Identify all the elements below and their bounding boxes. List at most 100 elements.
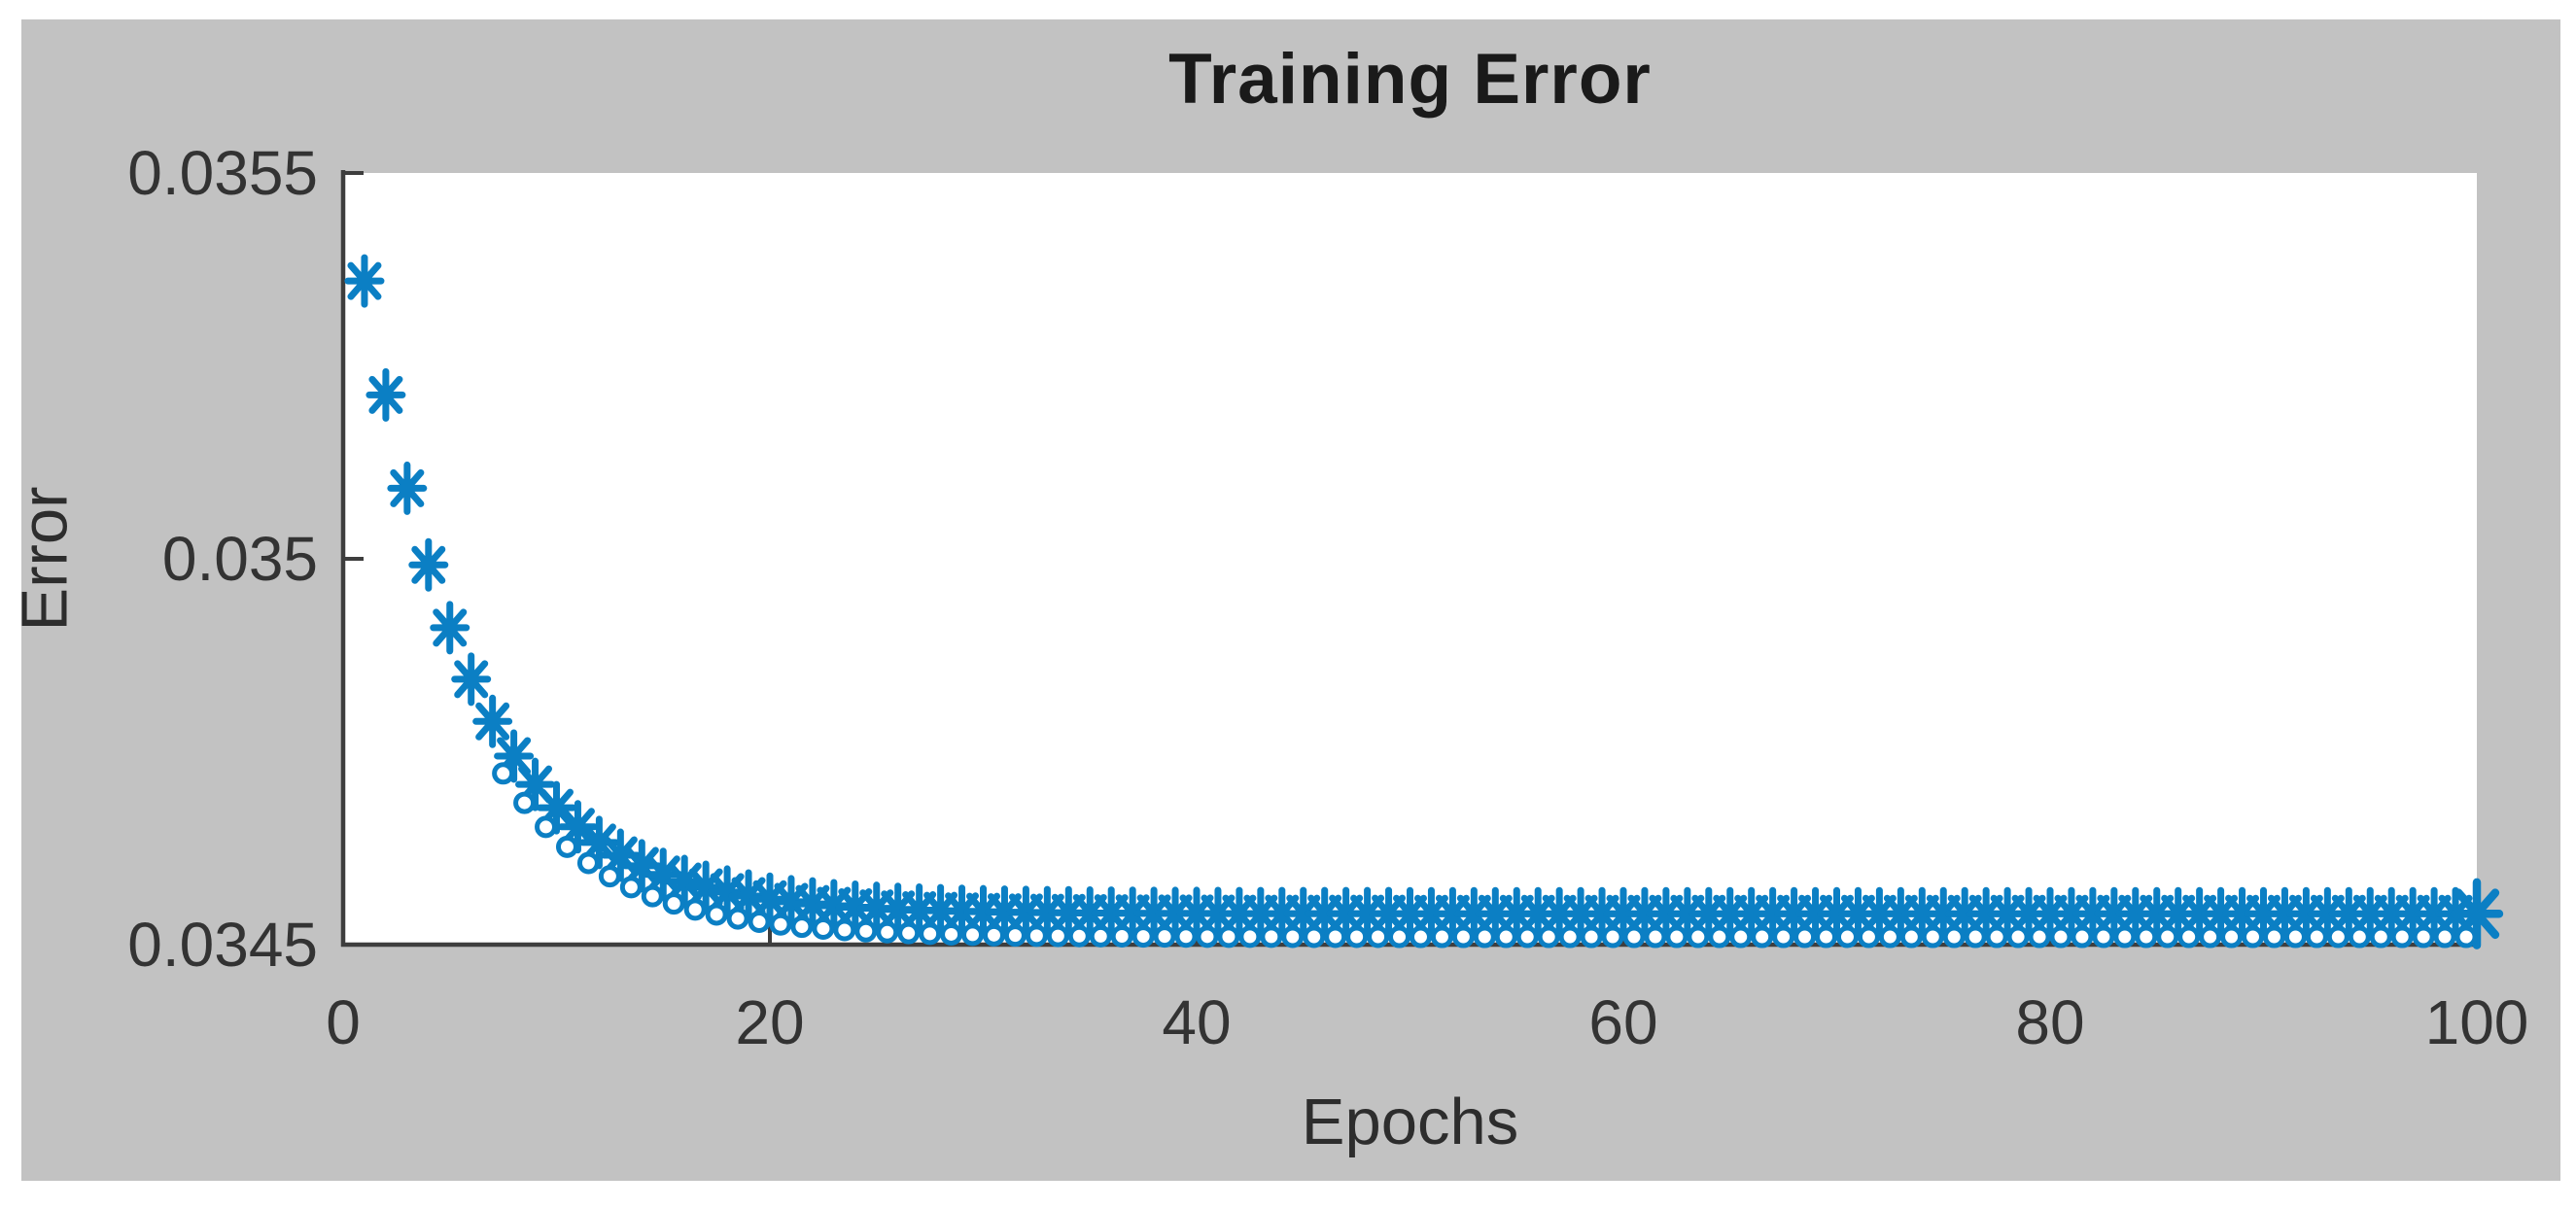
data-point-circle [961,923,985,947]
data-point-circle [662,892,685,915]
data-point-asterisk [1027,885,1067,940]
data-point-circle [1942,925,1966,949]
data-point-asterisk [2008,886,2049,941]
data-point-circle [1281,925,1305,949]
data-point-circle [2369,925,2392,949]
data-point-circle [790,915,814,939]
data-point-circle [1921,925,1944,949]
data-point-asterisk [494,729,535,783]
data-point-asterisk [664,854,705,909]
data-point-asterisk [366,367,406,422]
data-point-circle [1003,924,1027,948]
data-point-circle [2156,925,2179,949]
data-point-asterisk [1795,886,1836,941]
data-point-asterisk [578,815,619,870]
data-point-asterisk [1901,886,1942,941]
data-point-asterisk [749,872,790,926]
data-point-circle [1196,925,1219,949]
y-tick-label: 0.0345 [127,910,318,980]
data-point-asterisk [557,800,598,854]
data-point-circle [535,815,558,839]
data-point-asterisk [1560,886,1601,941]
data-point-asterisk [1517,886,1558,941]
data-point-asterisk [2244,886,2283,941]
data-point-asterisk [1731,886,1772,941]
data-point-circle [1772,925,1795,949]
data-point-asterisk [1453,886,1494,941]
data-point-circle [1857,925,1880,949]
data-point-asterisk [1475,886,1515,941]
data-point-asterisk [1069,885,1110,940]
data-point-asterisk [2072,886,2113,941]
data-point-asterisk [1432,886,1473,941]
data-point-asterisk [1987,886,2028,941]
data-point-circle [1367,925,1390,949]
data-point-circle [726,907,749,930]
data-point-circle [1409,925,1432,949]
data-point-asterisk [1048,885,1089,940]
series-training-error-asterisks [344,254,2504,949]
data-point-asterisk [2264,886,2305,941]
data-point-asterisk [2137,886,2177,941]
data-point-circle [1835,925,1859,949]
data-point-asterisk [1582,886,1622,941]
data-point-asterisk [1219,886,1260,941]
data-point-asterisk [1966,886,2006,941]
data-point-asterisk [792,877,833,931]
data-point-asterisk [1603,886,1644,941]
data-point-circle [1089,924,1112,948]
data-point-asterisk [1624,886,1665,941]
data-point-circle [2006,925,2030,949]
data-point-asterisk [387,461,428,515]
data-point-asterisk [2179,886,2220,941]
data-point-circle [598,865,621,888]
data-point-asterisk [1240,886,1281,941]
data-point-asterisk [1390,886,1430,941]
data-point-circle [1899,925,1923,949]
data-point-asterisk [984,885,1025,940]
data-point-circle [1430,925,1453,949]
data-point-asterisk [2307,886,2348,941]
data-point-asterisk [1710,886,1751,941]
data-point-circle [1260,925,1283,949]
data-point-asterisk [1005,885,1046,940]
data-point-circle [2454,925,2478,949]
data-point-asterisk [1688,886,1729,941]
data-point-asterisk [2158,886,2199,941]
data-point-asterisk [2115,886,2156,941]
data-point-circle [2092,925,2115,949]
data-point-asterisk [1496,886,1537,941]
data-point-circle [2412,925,2435,949]
data-point-circle [2305,925,2328,949]
data-point-circle [555,835,578,858]
data-point-asterisk [1326,886,1367,941]
data-point-asterisk [1369,886,1410,941]
data-point-circle [1515,925,1539,949]
y-tick-labels: 0.0345 0.035 0.0355 [127,138,318,980]
data-point-asterisk [1133,886,1174,941]
data-point-asterisk [707,865,748,919]
data-point-circle [1985,925,2008,949]
data-point-circle [1110,925,1133,949]
y-axis-label: Error [8,486,82,632]
x-tick-label: 0 [326,987,361,1057]
data-point-circle [1174,925,1198,949]
data-point-asterisk [1176,886,1217,941]
data-point-circle [2283,925,2307,949]
data-point-asterisk [921,883,961,938]
data-point-asterisk [856,881,897,936]
data-point-circle [2242,925,2265,949]
data-point-asterisk [515,757,556,811]
data-point-asterisk [1646,886,1687,941]
data-point-asterisk [1923,886,1964,941]
data-point-circle [2028,925,2051,949]
y-tick-label: 0.035 [162,524,318,594]
data-point-circle [1238,925,1262,949]
x-tick-labels: 0 20 40 60 80 100 [326,987,2528,1057]
data-point-circle [641,884,664,908]
data-point-circle [2071,925,2094,949]
data-point-asterisk [2201,886,2242,941]
data-point-circle [876,920,899,944]
series-training-error-circles [492,762,2478,949]
data-point-circle [513,791,537,814]
